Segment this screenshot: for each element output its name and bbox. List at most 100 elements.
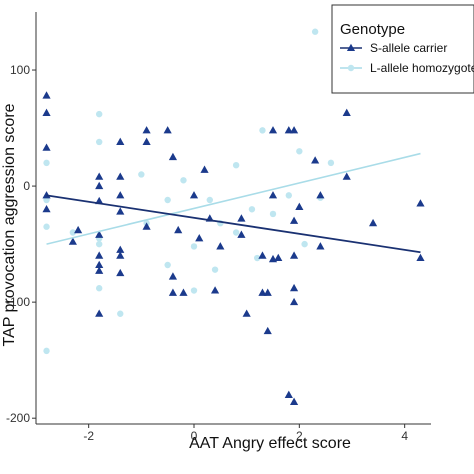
l-allele-fit-line (46, 152, 421, 245)
s-allele-point (95, 181, 104, 190)
s-allele-point (295, 202, 304, 210)
legend-key-circle-l-allele (347, 64, 355, 72)
s-allele-point (284, 126, 293, 134)
s-allele-point (95, 251, 104, 259)
s-allele-point (289, 283, 299, 292)
s-allele-point (95, 309, 104, 317)
s-allele-point (342, 172, 351, 180)
s-allele-point (116, 207, 125, 215)
x-tick-label: 4 (401, 429, 408, 443)
l-allele-point (190, 287, 198, 294)
s-allele-point (210, 286, 220, 294)
s-allele-point (95, 266, 104, 274)
l-allele-point (180, 177, 187, 184)
l-allele-point (232, 161, 240, 169)
y-tick-label: -100 (6, 295, 30, 309)
l-allele-point (190, 243, 198, 250)
s-allele-point (116, 268, 125, 277)
s-allele-point (311, 156, 320, 164)
s-allele-point (274, 253, 283, 262)
s-allele-point (289, 126, 299, 134)
l-allele-point (311, 28, 319, 35)
l-allele-point (259, 127, 266, 134)
l-allele-point (96, 110, 103, 118)
l-allele-point (138, 171, 145, 178)
s-allele-point (95, 172, 104, 180)
s-allele-point (179, 288, 188, 296)
s-allele-point (263, 326, 272, 335)
s-allele-point (168, 288, 178, 296)
legend-label-s-allele: S-allele carrier (370, 41, 447, 55)
l-allele-point (69, 229, 77, 236)
l-allele-point (301, 240, 308, 248)
s-allele-point (142, 137, 151, 145)
s-allele-point (416, 199, 425, 207)
s-allele-point (268, 191, 278, 199)
s-allele-point (237, 214, 246, 222)
l-allele-point (43, 347, 50, 355)
l-allele-point (96, 285, 103, 292)
l-allele-point (206, 196, 213, 204)
s-allele-point (116, 172, 125, 180)
s-allele-point (68, 237, 77, 245)
l-allele-point (43, 196, 50, 204)
legend-key-triangle-s-allele (346, 43, 356, 52)
l-allele-point (285, 192, 292, 199)
s-allele-point (74, 225, 83, 234)
y-tick-label: 100 (10, 63, 30, 77)
s-allele-point (263, 288, 272, 296)
s-allele-point (368, 218, 378, 227)
l-allele-point (232, 229, 240, 236)
y-axis-ticks: -200 -100 0 100 (6, 63, 36, 425)
l-allele-point (96, 138, 103, 146)
legend-title: Genotype (340, 21, 405, 38)
s-allele-point (195, 234, 204, 242)
s-allele-point (268, 126, 278, 134)
y-tick-label: -200 (6, 411, 30, 425)
s-allele-point (42, 204, 51, 213)
x-tick-label: 0 (191, 429, 198, 443)
s-allele-point (242, 309, 251, 317)
s-allele-point (42, 108, 51, 116)
l-allele-point (96, 240, 103, 248)
s-allele-point (416, 253, 425, 262)
s-allele-point (168, 152, 178, 161)
s-allele-point (142, 222, 151, 230)
l-allele-point (327, 159, 335, 167)
legend-label-l-allele: L-allele homozygote (370, 61, 474, 75)
s-allele-point (200, 165, 209, 173)
legend: Genotype S-allele carrier L-allele homoz… (331, 4, 474, 94)
l-allele-point (43, 223, 50, 230)
s-allele-point (42, 91, 51, 99)
l-allele-point (248, 206, 256, 213)
x-tick-label: 2 (296, 429, 303, 443)
s-allele-point (258, 251, 267, 259)
s-allele-point (289, 216, 299, 224)
s-allele-point (116, 251, 125, 259)
l-allele-point (164, 196, 171, 204)
l-allele-point (43, 159, 50, 167)
l-allele-point (211, 266, 219, 273)
l-allele-point (117, 310, 124, 317)
s-allele-point (258, 288, 267, 296)
s-allele-point (163, 126, 172, 134)
s-allele-point (284, 390, 293, 398)
s-allele-point (189, 191, 199, 199)
s-allele-point (316, 191, 325, 199)
l-allele-point (269, 210, 277, 218)
s-allele-point (42, 143, 51, 151)
s-allele-point (116, 245, 125, 253)
s-allele-point (95, 230, 104, 238)
x-tick-label: -2 (83, 429, 94, 443)
s-allele-point (216, 242, 225, 250)
s-allele-fit-line (46, 194, 421, 254)
l-allele-point (296, 148, 303, 155)
x-axis-title: AAT Angry effect score (189, 435, 351, 452)
y-axis-title: TAP provocation aggression score (1, 103, 18, 346)
s-allele-point (289, 397, 299, 405)
s-allele-point (142, 126, 151, 134)
s-allele-point (174, 225, 183, 234)
s-allele-point (237, 230, 246, 238)
s-allele-point (342, 108, 351, 116)
